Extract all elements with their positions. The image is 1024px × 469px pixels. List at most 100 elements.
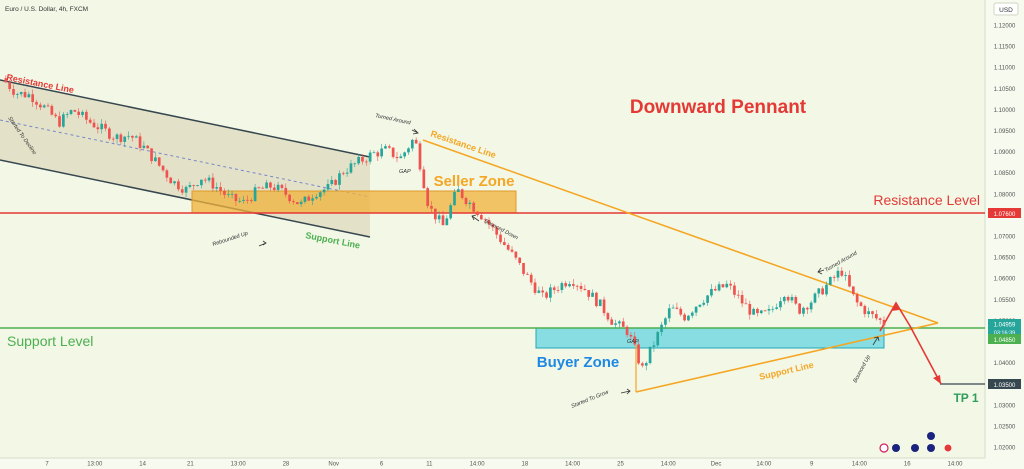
candle — [499, 231, 502, 245]
candle-body — [200, 179, 203, 186]
candle-body — [817, 288, 821, 294]
candle — [161, 165, 165, 173]
x-axis-label: 28 — [283, 462, 290, 468]
candle-body — [15, 94, 19, 95]
candle — [165, 168, 169, 182]
candle-body — [733, 285, 736, 295]
flag-icon-2[interactable] — [911, 444, 919, 452]
candle — [644, 361, 648, 371]
candle-body — [173, 181, 176, 184]
candle-body — [472, 202, 476, 212]
resistance-price-text: 1.07600 — [994, 212, 1016, 218]
candle-body — [756, 308, 759, 314]
candle — [771, 306, 775, 313]
x-axis-label: 13:00 — [87, 462, 103, 468]
candle-body — [73, 110, 77, 112]
candle-body — [529, 274, 533, 283]
candle-body — [111, 138, 115, 140]
candle — [62, 111, 65, 128]
candle — [211, 173, 215, 192]
candle — [733, 282, 736, 298]
y-tick-label: 1.12000 — [994, 23, 1016, 29]
candle-body — [215, 187, 219, 189]
candle-body — [165, 170, 169, 178]
candle-body — [150, 148, 153, 162]
candle — [131, 135, 134, 142]
candle-body — [579, 286, 583, 289]
candle — [480, 213, 483, 220]
candle — [756, 307, 759, 317]
y-tick-label: 1.09000 — [994, 150, 1016, 156]
candle-body — [729, 283, 732, 286]
candle-body — [598, 299, 602, 307]
candle — [790, 294, 794, 304]
candle — [633, 331, 637, 346]
candle — [683, 312, 686, 322]
candle — [207, 174, 211, 183]
candle-body — [196, 185, 199, 186]
y-tick-label: 1.08000 — [994, 192, 1016, 198]
candle — [223, 188, 226, 199]
candle — [779, 297, 782, 311]
seller-zone-label: Seller Zone — [434, 173, 515, 190]
candle — [637, 341, 640, 365]
candle-body — [69, 110, 73, 115]
candle-body — [345, 172, 349, 174]
candle — [284, 183, 288, 198]
candle-body — [211, 177, 215, 189]
candle-body — [307, 196, 311, 201]
candle — [641, 361, 644, 368]
candle — [744, 298, 748, 305]
event-marker-icon[interactable] — [927, 432, 935, 440]
candle-body — [96, 127, 100, 130]
candle — [767, 304, 771, 315]
candle — [384, 143, 387, 149]
candle-body — [637, 344, 640, 364]
currency-button[interactable]: USD — [993, 2, 1019, 16]
candle-body — [706, 295, 709, 303]
candle-body — [671, 307, 675, 309]
candle-body — [357, 156, 360, 164]
candle — [702, 299, 706, 307]
candle — [874, 310, 878, 321]
flag-icon-1[interactable] — [892, 444, 900, 452]
candle — [867, 307, 871, 318]
candle — [587, 290, 591, 301]
candle-body — [802, 307, 805, 314]
x-axis-label: 14:00 — [565, 462, 581, 468]
candle — [460, 188, 464, 200]
candle — [863, 304, 867, 318]
candle — [242, 195, 245, 204]
y-tick-label: 1.02500 — [994, 424, 1016, 430]
candle-body — [456, 189, 460, 192]
candle — [821, 286, 824, 295]
candle — [357, 153, 360, 166]
candle-body — [81, 111, 84, 115]
candle-body — [882, 319, 886, 326]
candle-body — [368, 152, 372, 162]
candle-body — [219, 187, 222, 191]
candle — [407, 147, 410, 156]
candle — [395, 152, 399, 163]
candle-body — [794, 296, 798, 304]
started-to-grow-arrow — [620, 388, 631, 395]
settings-icon[interactable] — [879, 443, 889, 453]
flag-icon-3[interactable] — [927, 444, 935, 452]
candle — [261, 186, 265, 189]
turned-around-arrow-1 — [411, 128, 419, 135]
candle-body — [50, 105, 54, 115]
candle — [572, 279, 575, 290]
candle — [96, 123, 100, 134]
candle — [307, 194, 311, 201]
candle — [568, 281, 571, 288]
candle — [526, 272, 529, 275]
us-flag-icon[interactable] — [943, 443, 953, 453]
candle-body — [798, 303, 801, 314]
y-tick-label: 1.05500 — [994, 298, 1016, 304]
y-tick-label: 1.06000 — [994, 277, 1016, 283]
candle-body — [710, 288, 713, 296]
target-price-text: 1.03500 — [994, 383, 1016, 389]
candle-body — [349, 163, 353, 173]
candle-body — [779, 301, 782, 308]
candle-body — [157, 157, 161, 166]
